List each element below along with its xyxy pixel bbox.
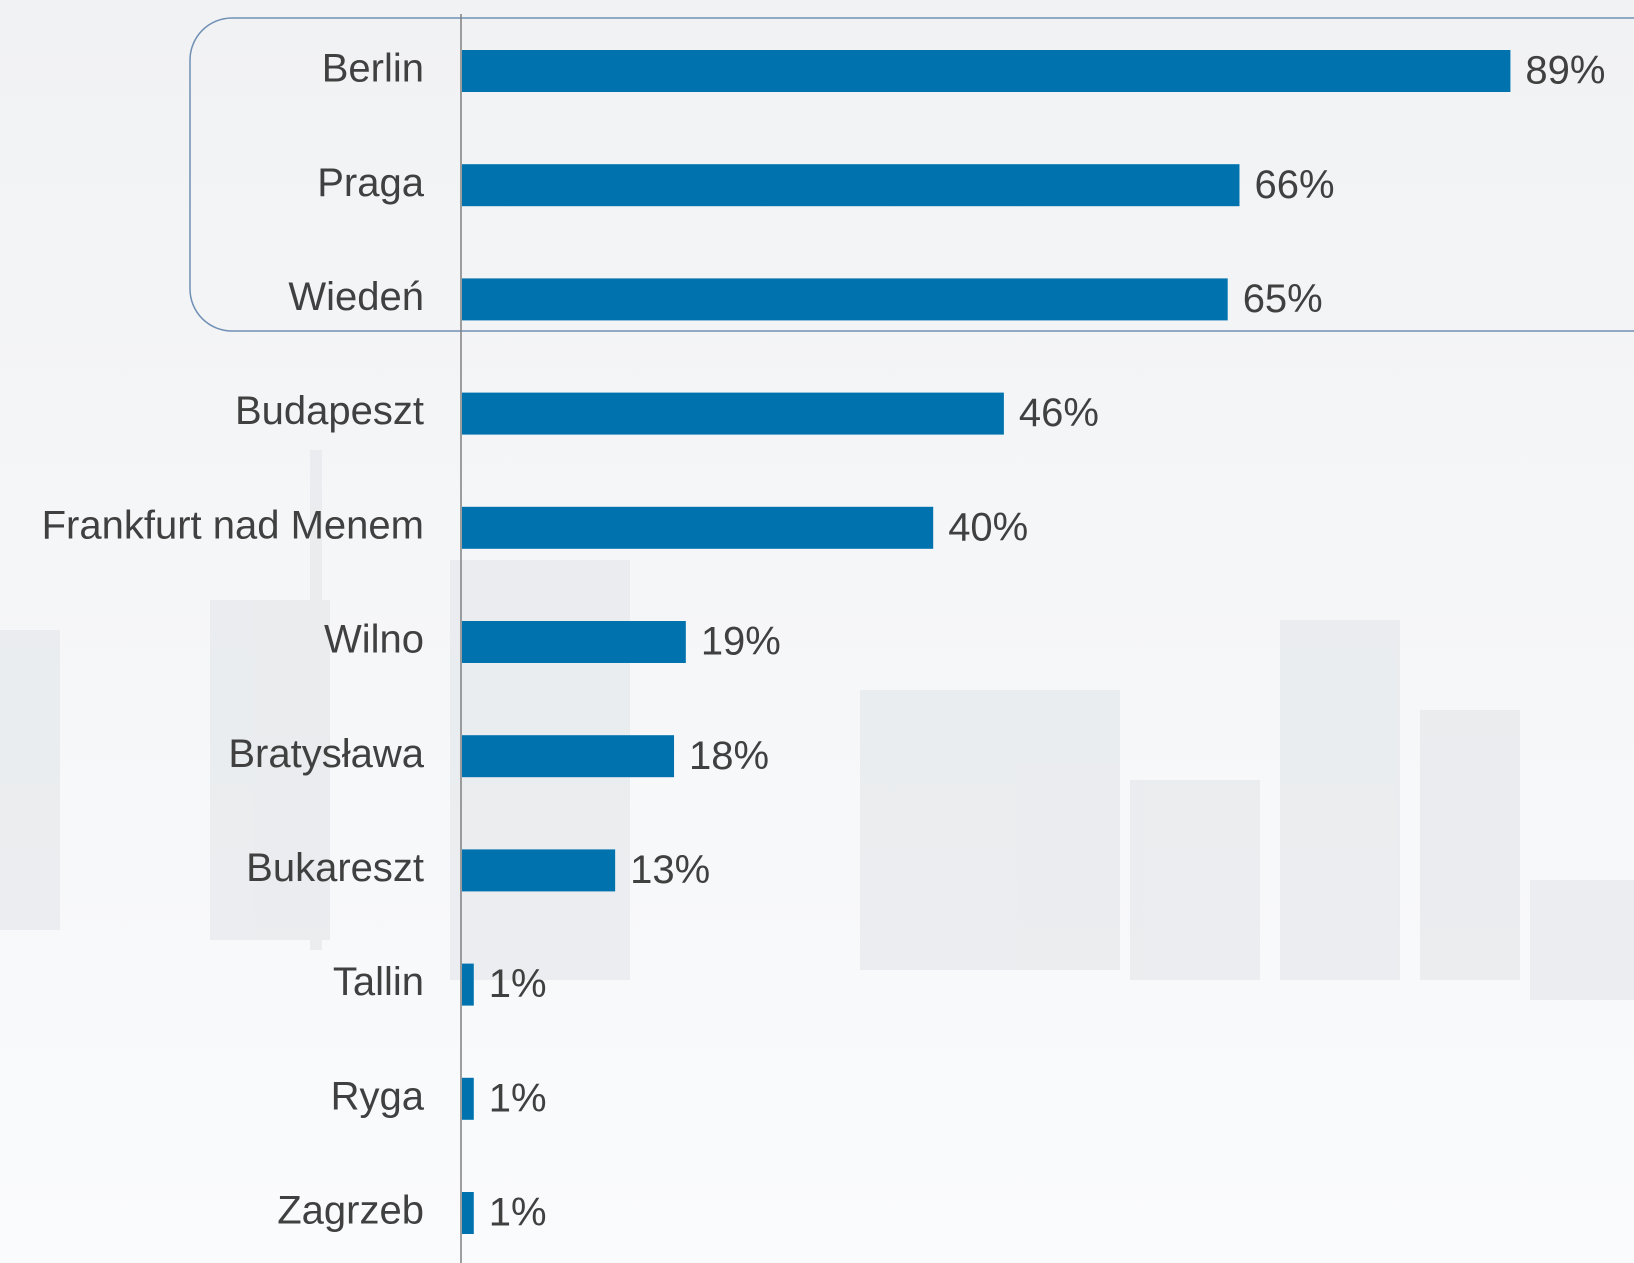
category-label: Tallin bbox=[333, 960, 424, 1004]
category-label: Wilno bbox=[324, 618, 424, 662]
category-label: Wiedeń bbox=[288, 275, 424, 319]
category-label: Frankfurt nad Menem bbox=[42, 503, 424, 547]
value-label: 40% bbox=[948, 505, 1028, 549]
value-label: 1% bbox=[489, 962, 547, 1006]
bar bbox=[462, 621, 686, 663]
value-label: 65% bbox=[1243, 277, 1323, 321]
bar bbox=[462, 164, 1239, 206]
value-label: 46% bbox=[1019, 391, 1099, 435]
bar bbox=[462, 964, 474, 1006]
category-label: Bukareszt bbox=[246, 846, 424, 890]
bar bbox=[462, 1078, 474, 1120]
category-label: Praga bbox=[317, 161, 424, 205]
value-label: 13% bbox=[630, 848, 710, 892]
bar bbox=[462, 849, 615, 891]
value-label: 1% bbox=[489, 1191, 547, 1235]
value-label: 18% bbox=[689, 734, 769, 778]
value-label: 1% bbox=[489, 1076, 547, 1120]
bar bbox=[462, 278, 1228, 320]
bar bbox=[462, 507, 933, 549]
bar bbox=[462, 1192, 474, 1234]
value-label: 66% bbox=[1254, 163, 1334, 207]
bar bbox=[462, 735, 674, 777]
page: {"chart_data": {"type": "bar", "orientat… bbox=[0, 0, 1634, 1263]
value-label: 19% bbox=[701, 620, 781, 664]
category-label: Berlin bbox=[322, 47, 424, 91]
category-label: Bratysława bbox=[228, 732, 424, 776]
bar bbox=[462, 50, 1510, 92]
chart: Berlin 89% Praga 66% Wiedeń 65% Budapeszt 46% Fr… bbox=[0, 0, 1634, 1263]
category-label: Zagrzeb bbox=[277, 1189, 424, 1233]
value-label: 89% bbox=[1525, 49, 1605, 93]
bar bbox=[462, 393, 1004, 435]
category-label: Budapeszt bbox=[235, 389, 424, 433]
category-label: Ryga bbox=[331, 1074, 425, 1118]
